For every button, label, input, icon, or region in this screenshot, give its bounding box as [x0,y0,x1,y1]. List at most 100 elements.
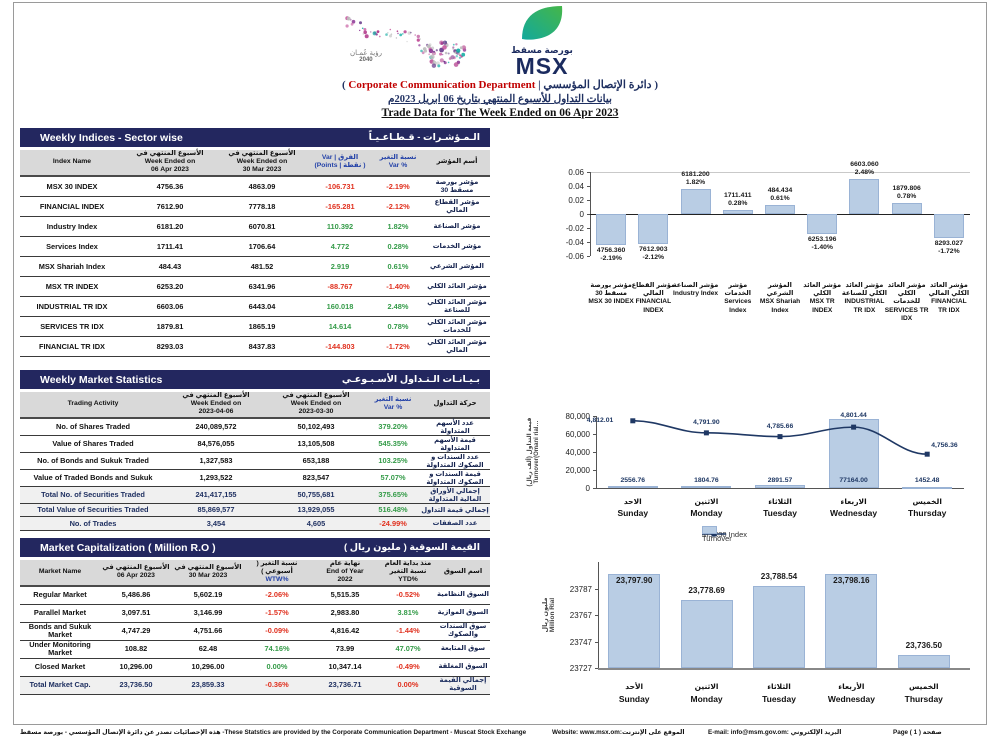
cell-value: 57.07% [366,468,420,487]
header-line: End of Year [326,568,364,576]
y-tick-mark [593,488,596,489]
y-tick-label: 0.04 [568,182,584,191]
x-label-arabic: المؤشر الشرعي [766,282,794,298]
var-bar [849,179,880,214]
header-line: منذ بداية العام [384,560,432,567]
cell-value: 5,486.86 [100,585,172,605]
row-label: Total Value of Securities Traded [20,502,166,517]
y-tick-mark [587,200,590,201]
row-label-arabic: سوق السندات والصكوك [436,621,490,641]
marketcap-bar [897,655,950,668]
cell-value: 50,102,493 [266,417,366,436]
day-label-english: Thursday [904,694,943,704]
var-bar [596,214,627,245]
label-percent: 2.48% [854,169,875,177]
y-axis-line [598,562,599,668]
cell-value: 110.392 [308,215,372,237]
cell-value: -0.49% [380,657,436,677]
bar-data-label: 6181.200 1.82% [669,171,723,187]
section-title-ar: القيمة السوقية ( مليون ريال ) [343,542,480,553]
table-row: FINANCIAL INDEX 7612.90 7778.18 -165.281 -2.… [20,195,490,217]
row-label-arabic: إجمالي الأوراق المالية المتداولة [420,485,490,504]
row-label-arabic: مؤشر القطاع المالي [424,195,490,217]
cell-value: -2.19% [372,175,424,197]
cell-value: 379.20% [366,417,420,436]
header-line: حركة التداول [433,400,477,408]
row-label-arabic: مؤشر الخدمات [424,235,490,257]
x-category-label: مؤشر العائد الكلي للخدمات SERVICES TR IDX [884,282,930,332]
turnover-label: 2891.57 [767,477,793,484]
y-tick-mark [593,470,596,471]
day-label-arabic: الخميس [912,497,942,506]
cell-value: 1,293,522 [166,468,266,487]
y-tick-mark [587,242,590,243]
label-percent: -2.19% [600,254,622,262]
legend-label-turnover: Turnover [702,533,732,543]
cell-value: 1.82% [372,215,424,237]
y-tick-mark [595,641,598,643]
header-line: اسم السوق [443,568,483,576]
cell-value: 1865.19 [216,315,308,337]
column-header: الأسبوع المنتهي في Week Ended on 30 Mar 20… [216,150,308,177]
marketcap-label: 23,798.16 [833,575,870,585]
label-value: 8293.027 [934,240,964,248]
header-line: 30 Mar 2023 [242,166,282,174]
row-label-arabic: مؤشر العائد الكلي [424,275,490,297]
msx-swoosh-icon [522,6,563,40]
row-label-arabic: السوق الموازية [436,603,490,623]
report-header: رؤية عُمـان 2040 بورصة مسقط MSX ( Corpor… [280,4,720,124]
report-title-english: Trade Data for The Week Ended on 06 Apr … [381,107,619,119]
table-row: Value of Traded Bonds and Sukuk 1,293,522… [20,468,490,487]
row-label: No. of Shares Traded [20,417,166,436]
x-category-label: المؤشر الشرعي MSX Shariah Index [757,282,803,332]
cell-value: 484.43 [124,255,216,277]
x-label-arabic: مؤشر العائد الكلي للخدمات [887,282,926,306]
label-percent: 0.28% [728,200,748,208]
row-label-arabic: المؤشر الشرعي [424,255,490,277]
weekly-indices-table: Index Name الأسبوع المنتهي في Week Ended o… [20,150,490,357]
row-label: Bonds and Sukuk Market [20,621,100,641]
x-category-label: مؤشر العائد الكلي MSX TR INDEX [799,282,845,332]
cell-value: 3,097.51 [100,603,172,623]
day-label-arabic: الأربعاء [838,682,865,691]
header-line: ( نقطة | Points) [314,162,366,170]
row-label: Value of Shares Traded [20,434,166,453]
cell-value: 6181.20 [124,215,216,237]
cell-value: 3.81% [380,603,436,623]
cell-value: 14.614 [308,315,372,337]
label-percent: -1.72% [938,248,960,256]
x-label-arabic: مؤشر العائد الكلي [803,282,842,298]
cell-value: 375.65% [366,485,420,504]
cell-value: 6603.06 [124,295,216,317]
row-label: Total Market Cap. [20,675,100,695]
day-label-english: Sunday [618,694,650,704]
y-tick-mark [595,615,598,616]
x-category-label: مؤشر الخدمات Services Index [715,282,761,332]
var-bar [680,188,711,214]
cell-value: 516.48% [366,502,420,517]
label-percent: 0.78% [897,193,917,201]
row-label-arabic: عدد الأسهم المتداولة [420,417,490,436]
cell-value: -165.281 [308,195,372,217]
column-header: حركة التداول [420,392,490,419]
report-title-arabic: بيانات التداول للأسبوع المنتهي بتاريخ 06… [388,94,612,105]
section-title-en: Weekly Indices - Sector wise [40,131,183,144]
turnover-bar [681,486,732,489]
header-line: نسبة التغير [374,396,412,404]
column-header: الأسبوع المنتهي في Week Ended on 2023-03-3… [266,392,366,419]
cell-value: 74.16% [244,639,310,659]
weekly-market-statistics-table: Trading Activity الأسبوع المنتهي في Week E… [20,392,490,531]
cell-value: 0.61% [372,255,424,277]
cell-value: 103.25% [366,451,420,470]
y-tick-mark [595,668,598,669]
row-label: SERVICES TR IDX [20,315,124,337]
table-header-row: Index Name الأسبوع المنتهي في Week Ended o… [20,150,490,177]
y-tick-label: 23747 [569,637,592,647]
row-label: Value of Traded Bonds and Sukuk [20,468,166,487]
label-value: 1711.411 [723,192,752,200]
table-row: MSX 30 INDEX 4756.36 4863.09 -106.731 -2.19%… [20,175,490,197]
msx-logo-wordmark: MSX [515,53,569,79]
label-percent: -1.40% [811,243,833,251]
daily-marketcap-bar-chart: 23787 23767 23747 23727 مليون ريال Million Ri… [498,556,988,722]
